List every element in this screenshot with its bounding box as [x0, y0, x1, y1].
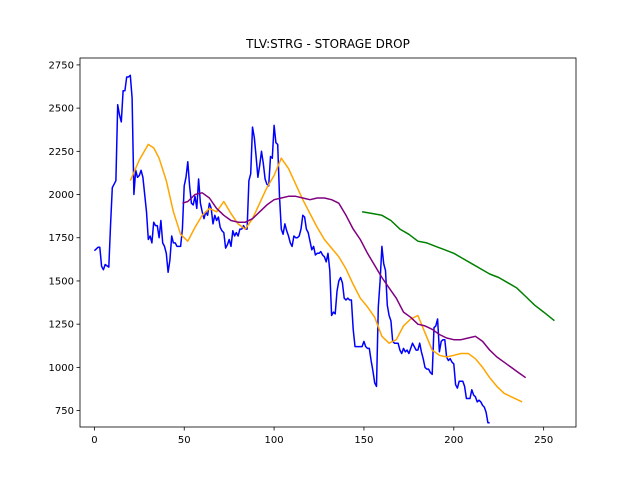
series-line-3 — [361, 211, 555, 322]
x-axis: 0 50 100 150 200 250 — [91, 427, 553, 446]
series-line-2 — [182, 192, 527, 379]
x-tick-label: 150 — [354, 435, 373, 446]
series-line-0 — [93, 74, 490, 424]
series-line-1 — [129, 143, 523, 403]
y-tick-label: 2250 — [49, 147, 74, 158]
y-tick-label: 1000 — [49, 363, 74, 374]
plot-lines — [93, 74, 555, 424]
x-tick-label: 50 — [178, 435, 191, 446]
x-tick-label: 200 — [444, 435, 463, 446]
y-tick-label: 1500 — [49, 276, 74, 287]
x-tick-label: 100 — [265, 435, 284, 446]
y-tick-label: 2000 — [49, 190, 74, 201]
y-tick-label: 1750 — [49, 233, 74, 244]
y-tick-label: 1250 — [49, 320, 74, 331]
plot-frame — [79, 57, 577, 428]
x-tick-label: 250 — [534, 435, 553, 446]
y-tick-label: 2750 — [49, 60, 74, 71]
y-tick-label: 2500 — [49, 104, 74, 115]
y-tick-label: 750 — [55, 406, 74, 417]
chart-title: TLV:STRG - STORAGE DROP — [245, 37, 410, 51]
x-tick-label: 0 — [91, 435, 97, 446]
y-axis: 750 1000 1250 1500 1750 2000 2250 2500 2750 — [49, 60, 80, 417]
